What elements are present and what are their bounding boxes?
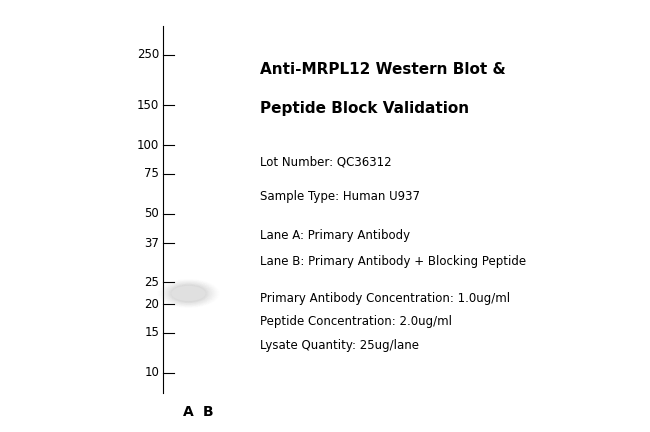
Ellipse shape — [170, 285, 207, 302]
Text: B: B — [203, 405, 213, 419]
Text: Peptide Concentration: 2.0ug/ml: Peptide Concentration: 2.0ug/ml — [260, 315, 452, 328]
Text: 75: 75 — [144, 167, 159, 180]
Text: 100: 100 — [137, 139, 159, 152]
Text: Lane B: Primary Antibody + Blocking Peptide: Lane B: Primary Antibody + Blocking Pept… — [260, 255, 526, 268]
Text: 37: 37 — [144, 237, 159, 250]
Text: Anti-MRPL12 Western Blot &: Anti-MRPL12 Western Blot & — [260, 62, 506, 76]
Text: Primary Antibody Concentration: 1.0ug/ml: Primary Antibody Concentration: 1.0ug/ml — [260, 292, 510, 305]
Text: 20: 20 — [144, 298, 159, 311]
Text: 25: 25 — [144, 276, 159, 289]
Text: 15: 15 — [144, 326, 159, 339]
Text: Peptide Block Validation: Peptide Block Validation — [260, 101, 469, 115]
Text: Lane A: Primary Antibody: Lane A: Primary Antibody — [260, 229, 410, 242]
Text: 150: 150 — [137, 98, 159, 111]
Text: 250: 250 — [137, 48, 159, 61]
Text: 50: 50 — [144, 207, 159, 220]
Text: 10: 10 — [144, 366, 159, 379]
Text: A: A — [183, 405, 194, 419]
Text: Lysate Quantity: 25ug/lane: Lysate Quantity: 25ug/lane — [260, 339, 419, 352]
Text: Sample Type: Human U937: Sample Type: Human U937 — [260, 190, 420, 203]
Text: Lot Number: QC36312: Lot Number: QC36312 — [260, 156, 391, 168]
